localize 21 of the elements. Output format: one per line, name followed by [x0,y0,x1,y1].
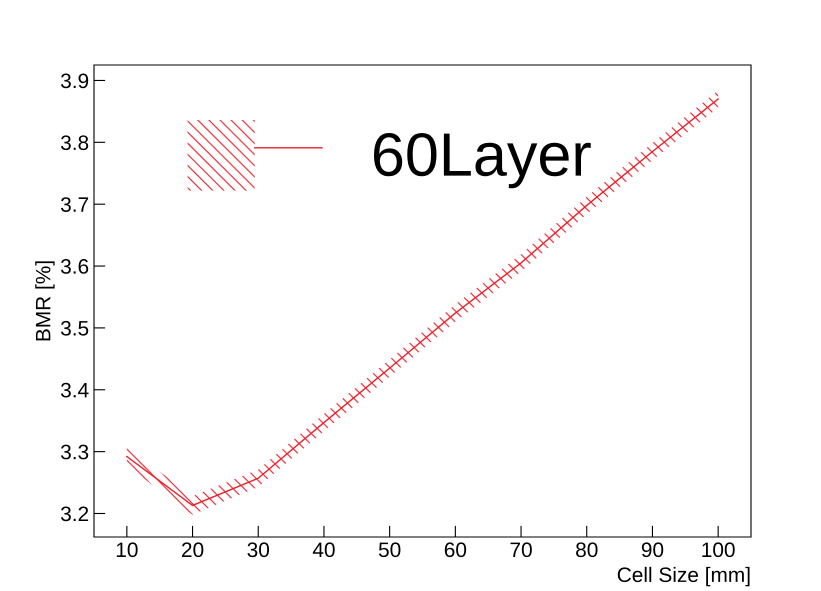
y-tick-label: 3.7 [60,197,88,212]
legend-label: 60Layer [374,132,591,188]
y-tick-label: 3.3 [60,444,88,460]
y-tick-label: 3.5 [60,320,88,336]
x-axis-title: Cell Size [mm] [618,566,750,586]
x-tick-label: 50 [378,542,400,558]
x-tick-label: 20 [182,542,204,558]
y-tick-label: 3.8 [60,135,88,150]
x-tick-label: 90 [642,542,664,558]
x-tick-label: 40 [312,542,335,558]
y-tick-label: 3.4 [60,382,89,398]
y-axis-title: BMR [%] [35,261,55,340]
x-tick-label: 80 [576,542,598,558]
x-tick-label: 10 [116,542,138,558]
x-tick-label: 70 [510,542,532,558]
y-tick-label: 3.6 [60,259,88,274]
x-tick-label: 30 [247,542,270,558]
x-tick-label: 60 [444,542,466,558]
x-tick-label: 100 [702,542,735,558]
y-tick-label: 3.9 [60,73,88,88]
y-tick-label: 3.2 [60,506,88,522]
